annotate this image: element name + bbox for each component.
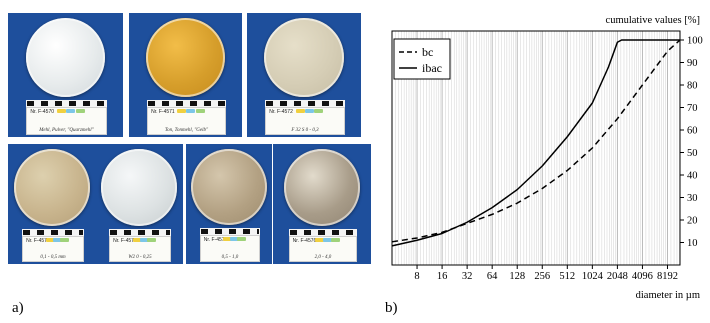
color-sticker	[132, 237, 142, 242]
plot-frame	[391, 30, 681, 266]
legend-box	[393, 38, 451, 80]
sample-card: Nr. F-4571 Ton, Tonmehl, "Gelb"	[129, 13, 242, 137]
scale-bar	[109, 228, 171, 236]
sample-label: Nr. F-4573 0,1 - 0,5 mm	[22, 235, 84, 262]
sample-handwriting: Ton, Tonmehl, "Gelb"	[164, 127, 209, 133]
color-sticker	[322, 237, 332, 242]
sample-handwriting: 0,1 - 0,5 mm	[40, 254, 66, 260]
color-sticker	[237, 237, 246, 241]
legend-label: bc	[422, 45, 433, 59]
y-tick-label: 80	[687, 81, 698, 92]
color-sticker	[66, 109, 76, 114]
x-tick-label: 8	[414, 271, 419, 282]
sample-number: Nr. F-4571	[151, 109, 175, 116]
color-sticker	[45, 237, 55, 242]
sample-number: Nr. F-4572	[269, 109, 293, 116]
sample-photos-panel: Nr. F-4570 Mehl, Pulver, "Quarzmehl" Nr. F…	[0, 0, 380, 295]
chart-legend: bc ibac	[393, 38, 451, 80]
x-axis-label: diameter in µm	[636, 290, 700, 301]
color-sticker	[75, 109, 85, 114]
x-tick-label: 16	[437, 271, 448, 282]
sample-card: Nr. F-4576 2,0 - 4,0	[273, 144, 371, 264]
sample-dish	[100, 149, 178, 226]
color-sticker	[195, 109, 205, 114]
sample-card: Nr. F-4570 Mehl, Pulver, "Quarzmehl"	[8, 13, 123, 137]
x-tick-label: 128	[509, 271, 525, 282]
color-sticker	[52, 237, 62, 242]
y-tick-label: 30	[687, 193, 698, 204]
color-sticker	[186, 109, 196, 114]
x-tick-label: 512	[559, 271, 575, 282]
sample-label: Nr. F-4576 2,0 - 4,0	[288, 235, 358, 262]
y-axis-label: cumulative values [%]	[606, 15, 700, 26]
y-tick-label: 10	[687, 238, 698, 249]
panel-a-label: a)	[12, 300, 24, 316]
y-tick-label: 50	[687, 148, 698, 159]
y-tick-label: 60	[687, 126, 698, 137]
color-sticker	[139, 237, 149, 242]
color-sticker	[295, 109, 305, 114]
scale-bar	[147, 100, 226, 108]
y-tick-label: 100	[687, 36, 703, 47]
legend-label: ibac	[422, 61, 442, 75]
sample-number: Nr. F-4575	[203, 237, 228, 243]
panel-b-label: b)	[385, 300, 398, 316]
y-tick-label: 40	[687, 171, 698, 182]
sample-handwriting: 0,5 - 1,0	[221, 255, 239, 260]
series-line-ibac	[391, 39, 680, 247]
color-sticker	[314, 109, 324, 114]
color-sticker	[60, 237, 70, 242]
sample-label: Nr. F-4570 Mehl, Pulver, "Quarzmehl"	[26, 107, 107, 135]
sample-label: Nr. F-4572 F 32 S 0 - 0,3	[265, 107, 345, 135]
scale-bar	[199, 228, 261, 235]
x-tick-label: 8192	[657, 271, 678, 282]
color-sticker	[304, 109, 314, 114]
sample-handwriting: 2,0 - 4,0	[314, 254, 332, 260]
color-sticker	[330, 237, 340, 242]
sample-number: Nr. F-4570	[30, 109, 55, 116]
cumulative-distribution-chart: 10 20 30 40 50 60 70 80 90 100 8 16 32 64 128 256 512 102…	[391, 15, 703, 301]
sample-dish	[264, 18, 344, 98]
sample-number: Nr. F-4574	[113, 237, 137, 244]
sample-dish	[283, 149, 361, 226]
sample-dish	[25, 18, 106, 98]
x-tick-label: 1024	[582, 271, 604, 282]
sample-handwriting: W2 0 - 0,25	[128, 254, 152, 260]
y-tick-label: 20	[687, 216, 698, 227]
color-sticker	[229, 237, 239, 241]
sample-number: Nr. F-4573	[26, 237, 50, 244]
sample-handwriting: F 32 S 0 - 0,3	[291, 127, 319, 133]
scale-bar	[26, 100, 107, 108]
sample-card: Nr. F-4574 W2 0 - 0,25	[95, 144, 183, 264]
scale-bar	[288, 228, 358, 236]
color-sticker	[177, 109, 187, 114]
sample-label: Nr. F-4575 0,5 - 1,0	[199, 235, 261, 262]
color-sticker	[147, 237, 157, 242]
color-sticker	[314, 237, 324, 242]
y-tick-label: 70	[687, 103, 698, 114]
x-tick-label: 64	[487, 271, 498, 282]
x-tick-label: 256	[534, 271, 550, 282]
sample-label: Nr. F-4574 W2 0 - 0,25	[109, 235, 171, 262]
scale-bar	[22, 228, 84, 236]
x-tick-label: 32	[462, 271, 473, 282]
color-sticker	[57, 109, 67, 114]
sample-number: Nr. F-4576	[292, 237, 317, 244]
color-sticker	[222, 237, 232, 241]
x-tick-label: 2048	[607, 271, 628, 282]
sample-dish	[13, 149, 91, 226]
sample-label: Nr. F-4571 Ton, Tonmehl, "Gelb"	[147, 107, 226, 135]
y-tick-label: 90	[687, 58, 698, 69]
x-tick-label: 4096	[632, 271, 653, 282]
sample-dish	[145, 18, 226, 98]
sample-dish	[191, 149, 267, 225]
sample-card: Nr. F-4573 0,1 - 0,5 mm	[8, 144, 96, 264]
series-line-bc	[391, 39, 681, 243]
scale-bar	[265, 100, 345, 108]
sample-card: Nr. F-4575 0,5 - 1,0	[186, 144, 272, 264]
sample-handwriting: Mehl, Pulver, "Quarzmehl"	[39, 127, 94, 133]
sample-card: Nr. F-4572 F 32 S 0 - 0,3	[247, 13, 361, 137]
